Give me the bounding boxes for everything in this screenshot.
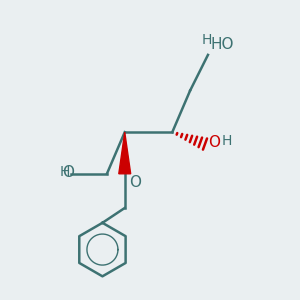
Text: O: O bbox=[62, 165, 74, 180]
Text: H: H bbox=[201, 34, 212, 47]
Text: O: O bbox=[129, 175, 141, 190]
Text: HO: HO bbox=[211, 37, 234, 52]
Text: H: H bbox=[59, 165, 70, 179]
Text: O: O bbox=[208, 135, 220, 150]
Text: H: H bbox=[221, 134, 232, 148]
Polygon shape bbox=[119, 132, 131, 174]
